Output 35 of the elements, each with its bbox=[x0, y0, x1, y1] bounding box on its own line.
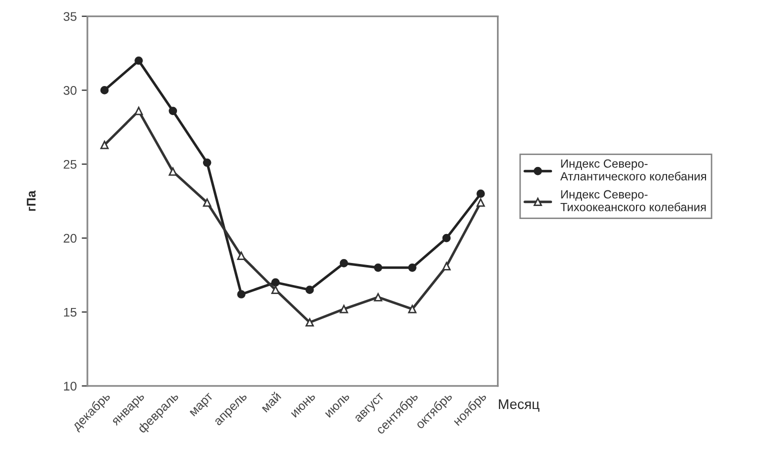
point bbox=[408, 304, 416, 314]
point bbox=[100, 140, 109, 150]
point bbox=[374, 293, 382, 302]
point bbox=[134, 106, 143, 116]
x-axis-title: Месяц bbox=[498, 399, 540, 412]
point bbox=[408, 263, 416, 272]
point bbox=[237, 290, 246, 298]
y-tick-label: 35 bbox=[64, 12, 76, 21]
legend-label: Индекс Северо- Атлантического колебания bbox=[560, 159, 706, 180]
point bbox=[306, 286, 314, 294]
point bbox=[442, 262, 451, 270]
y-tick-label: 25 bbox=[64, 160, 76, 169]
y-axis-title: гПа bbox=[26, 190, 36, 211]
point bbox=[202, 198, 212, 207]
point bbox=[476, 198, 485, 207]
point bbox=[306, 318, 314, 327]
y-tick-label: 10 bbox=[64, 382, 76, 391]
legend-label: Индекс Северо- Тихоокеанского колебания bbox=[560, 190, 706, 212]
x-tick-label: май bbox=[260, 391, 282, 413]
point bbox=[202, 158, 212, 167]
y-tick-label: 20 bbox=[64, 234, 76, 243]
point bbox=[340, 259, 348, 268]
point bbox=[271, 286, 280, 294]
point bbox=[442, 234, 451, 242]
point bbox=[134, 56, 143, 65]
y-tick-label: 30 bbox=[64, 86, 76, 95]
point bbox=[100, 86, 109, 94]
point bbox=[237, 252, 246, 260]
point bbox=[271, 278, 280, 287]
point bbox=[340, 304, 348, 314]
point bbox=[168, 106, 178, 116]
point bbox=[374, 263, 382, 272]
point bbox=[168, 167, 178, 176]
y-tick-label: 15 bbox=[64, 308, 76, 317]
point bbox=[476, 190, 485, 198]
